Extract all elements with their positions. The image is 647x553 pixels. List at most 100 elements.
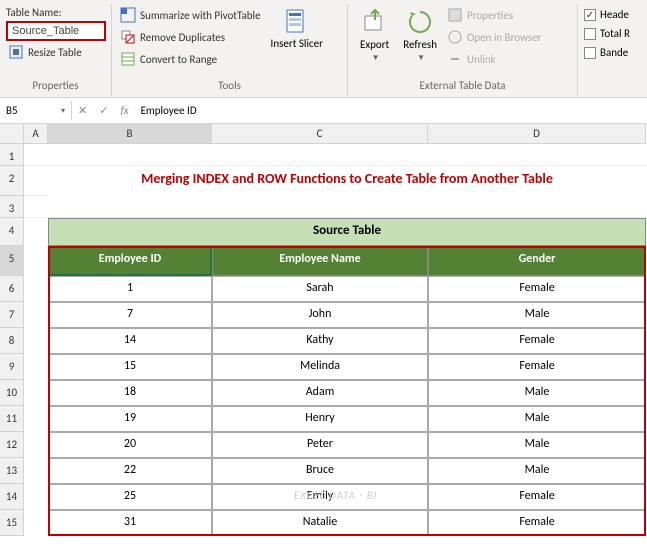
row-header[interactable]: 14 (0, 484, 24, 510)
unlink-icon (447, 51, 463, 67)
table-cell[interactable]: 14 (48, 328, 212, 354)
row-header[interactable]: 9 (0, 354, 24, 380)
table-cell[interactable]: 1 (48, 276, 212, 302)
table-cell[interactable]: Bruce (212, 458, 428, 484)
cancel-icon[interactable]: ✕ (72, 104, 93, 117)
cell-area[interactable]: Merging INDEX and ROW Functions to Creat… (24, 144, 647, 536)
table-cell[interactable]: Female (428, 276, 646, 302)
table-header-gender[interactable]: Gender (428, 246, 646, 276)
row-header[interactable]: 10 (0, 380, 24, 406)
row-header[interactable]: 7 (0, 302, 24, 328)
ribbon: Table Name: Resize Table Properties Summ… (0, 0, 647, 98)
table-row: 14KathyFemale (24, 328, 647, 354)
pivot-icon (120, 7, 136, 23)
table-cell[interactable]: Male (428, 406, 646, 432)
export-label: Export (360, 38, 389, 51)
export-icon (361, 8, 389, 36)
check-icon[interactable]: ✓ (93, 104, 114, 117)
table-cell[interactable]: Male (428, 380, 646, 406)
row-header[interactable]: 4 (0, 218, 24, 246)
header-row-checkbox[interactable]: ✓ Heade (584, 8, 640, 21)
spreadsheet-grid: A B C D 1 2 3 4 5 6 7 8 9 10 11 12 13 14… (0, 124, 647, 536)
name-box[interactable]: B5 ▾ (0, 101, 72, 120)
table-cell[interactable]: Sarah (212, 276, 428, 302)
table-cell[interactable]: 7 (48, 302, 212, 328)
row-header[interactable]: 1 (0, 144, 24, 166)
table-cell[interactable]: Natalie (212, 510, 428, 536)
watermark: EXCEL DATA · BI (294, 489, 377, 502)
properties-icon (447, 7, 463, 23)
table-cell[interactable]: John (212, 302, 428, 328)
table-cell[interactable]: 19 (48, 406, 212, 432)
table-cell[interactable]: 18 (48, 380, 212, 406)
formula-input[interactable]: Employee ID (135, 101, 647, 120)
total-row-checkbox[interactable]: Total R (584, 27, 640, 40)
page-title: Merging INDEX and ROW Functions to Creat… (48, 166, 646, 196)
table-row: 22BruceMale (24, 458, 647, 484)
row-header[interactable]: 8 (0, 328, 24, 354)
table-cell[interactable]: Adam (212, 380, 428, 406)
resize-table-button[interactable]: Resize Table (6, 43, 105, 61)
total-row-label: Total R (600, 27, 630, 40)
external-group-label: External Table Data (354, 77, 571, 94)
table-cell[interactable]: Melinda (212, 354, 428, 380)
remove-dupes-button[interactable]: Remove Duplicates (118, 28, 263, 46)
table-cell[interactable]: 31 (48, 510, 212, 536)
table-row: 31NatalieFemale (24, 510, 647, 536)
row-header[interactable]: 3 (0, 196, 24, 218)
table-cell[interactable]: Female (428, 484, 646, 510)
table-row: 15MelindaFemale (24, 354, 647, 380)
ribbon-group-properties: Table Name: Resize Table Properties (0, 4, 112, 96)
checkbox-icon (584, 28, 596, 40)
table-cell[interactable]: Female (428, 328, 646, 354)
name-box-value: B5 (6, 104, 18, 117)
range-label: Convert to Range (140, 53, 217, 66)
table-caption: Source Table (48, 218, 646, 246)
row-header[interactable]: 13 (0, 458, 24, 484)
table-cell[interactable]: 20 (48, 432, 212, 458)
table-header-id[interactable]: Employee ID (48, 246, 212, 276)
row-header[interactable]: 6 (0, 276, 24, 302)
convert-range-button[interactable]: Convert to Range (118, 50, 263, 68)
ribbon-group-external: Export ▼ Refresh ▼ Properties (348, 4, 578, 96)
row-header[interactable]: 5 (0, 246, 24, 276)
export-button[interactable]: Export ▼ (354, 6, 395, 77)
pivot-button[interactable]: Summarize with PivotTable (118, 6, 263, 24)
table-cell[interactable]: Male (428, 302, 646, 328)
table-row: 7JohnMale (24, 302, 647, 328)
row-header[interactable]: 12 (0, 432, 24, 458)
table-cell[interactable]: Kathy (212, 328, 428, 354)
browser-icon (447, 29, 463, 45)
table-cell[interactable]: 25 (48, 484, 212, 510)
row-header[interactable]: 2 (0, 166, 24, 196)
table-cell[interactable]: Henry (212, 406, 428, 432)
table-row: 1SarahFemale (24, 276, 647, 302)
open-browser-button: Open in Browser (445, 28, 543, 46)
row-header[interactable]: 15 (0, 510, 24, 536)
chevron-down-icon: ▼ (372, 53, 380, 63)
unlink-label: Unlink (467, 53, 496, 66)
table-cell[interactable]: Female (428, 354, 646, 380)
range-icon (120, 51, 136, 67)
table-cell[interactable]: Female (428, 510, 646, 536)
fx-icon[interactable]: fx (114, 104, 134, 117)
refresh-button[interactable]: Refresh ▼ (397, 6, 443, 77)
select-all-corner[interactable] (0, 124, 24, 144)
table-cell[interactable]: Male (428, 458, 646, 484)
insert-slicer-button[interactable]: Insert Slicer (265, 6, 329, 77)
table-cell[interactable]: 15 (48, 354, 212, 380)
col-header-C[interactable]: C (212, 124, 428, 144)
tools-group-label: Tools (118, 77, 341, 94)
column-headers: A B C D (24, 124, 646, 144)
table-cell[interactable]: Peter (212, 432, 428, 458)
row-header[interactable]: 11 (0, 406, 24, 432)
col-header-D[interactable]: D (428, 124, 646, 144)
col-header-B[interactable]: B (48, 124, 212, 144)
col-header-A[interactable]: A (24, 124, 48, 144)
table-cell[interactable]: Male (428, 432, 646, 458)
formula-bar: B5 ▾ ✕ ✓ fx Employee ID (0, 98, 647, 124)
banded-rows-checkbox[interactable]: Bande (584, 46, 640, 59)
table-cell[interactable]: 22 (48, 458, 212, 484)
table-header-name[interactable]: Employee Name (212, 246, 428, 276)
table-name-input[interactable] (6, 21, 106, 41)
